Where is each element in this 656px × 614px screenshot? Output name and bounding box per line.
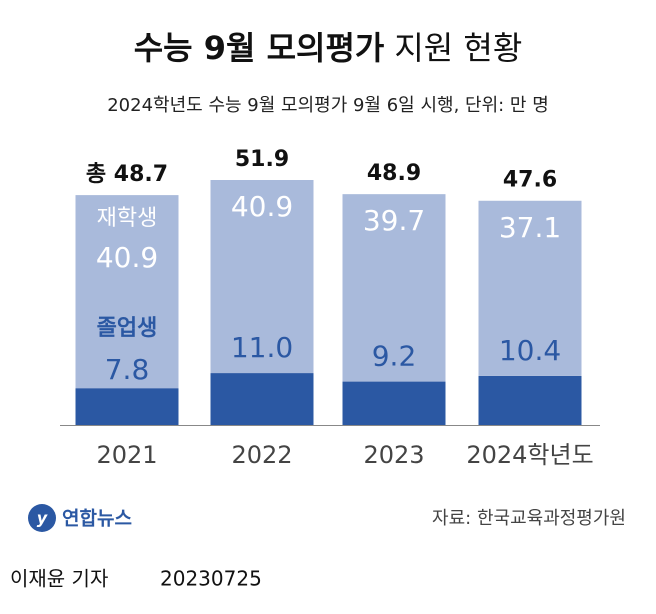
logo: 연합뉴스 (62, 508, 132, 530)
bar-segment (210, 373, 314, 425)
title-bold: 수능 9월 모의평가 (134, 29, 385, 67)
total-label: 48.9 (367, 161, 421, 186)
title-regular: 지원 현황 (394, 29, 522, 67)
date: 20230725 (160, 567, 262, 591)
value-label: 40.9 (96, 241, 158, 274)
total-label: 51.9 (235, 147, 289, 172)
total-label: 47.6 (503, 167, 557, 192)
x-tick-label: 2021 (96, 441, 157, 469)
value-label: 10.4 (499, 334, 561, 367)
source: 자료: 한국교육과정평가원 (432, 508, 626, 529)
value-label: 11.0 (231, 331, 293, 364)
value-label: 7.8 (105, 353, 150, 386)
x-tick-label: 2024학년도 (466, 441, 593, 469)
value-label: 9.2 (372, 340, 417, 373)
bar-segment (478, 200, 582, 376)
bar-segment (210, 180, 314, 374)
chart-title: 수능 9월 모의평가 지원 현황 (134, 29, 523, 67)
legend-label: 재학생 (97, 206, 158, 231)
x-tick-label: 2023 (363, 441, 424, 469)
subtitle: 2024학년도 수능 9월 모의평가 9월 6일 시행, 단위: 만 명 (107, 95, 549, 116)
value-label: 37.1 (499, 211, 561, 244)
x-tick-label: 2022 (231, 441, 292, 469)
bar-segment (478, 375, 582, 425)
bar-segment (75, 388, 179, 425)
logo-mark: y (37, 509, 48, 528)
bar-segment (342, 381, 446, 425)
total-label: 총 48.7 (86, 162, 168, 187)
bar-segment (342, 194, 446, 382)
value-label: 39.7 (363, 204, 425, 237)
logo-icon (28, 504, 56, 532)
bar-segment (75, 195, 179, 389)
legend-label: 졸업생 (97, 316, 158, 341)
value-label: 40.9 (231, 190, 293, 223)
byline: 이재윤 기자 (10, 567, 108, 591)
